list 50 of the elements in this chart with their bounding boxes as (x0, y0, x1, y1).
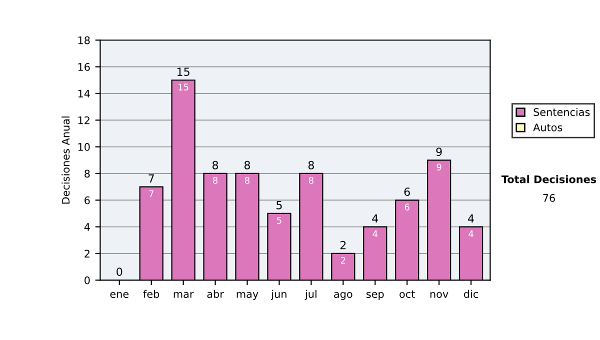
legend-label: Autos (533, 124, 562, 132)
y-tick-label: 14 (78, 90, 90, 98)
data-label: 6 (404, 204, 410, 210)
text: 76 (543, 194, 555, 202)
y-tick-label: 8 (84, 170, 90, 178)
x-tick-label: mar (174, 292, 194, 298)
total-label: 15 (177, 68, 190, 76)
x-tick-label: dic (464, 290, 478, 298)
data-label: 7 (149, 190, 154, 198)
total-label: 8 (244, 160, 250, 170)
text: Total Decisiones (501, 175, 596, 184)
total-label: 8 (308, 160, 314, 170)
x-tick-label: feb (143, 290, 160, 298)
total-label: 6 (404, 188, 410, 196)
y-tick-label: 10 (78, 143, 90, 151)
data-label: 5 (277, 217, 282, 224)
data-label: 8 (308, 176, 314, 184)
data-label: 4 (468, 230, 474, 238)
x-tick-label: abr (207, 290, 224, 298)
x-tick-label: ago (334, 292, 352, 300)
total-label: 4 (468, 214, 474, 223)
data-label: 15 (178, 84, 188, 90)
total-label: 8 (212, 160, 218, 170)
x-tick-label: may (236, 292, 258, 300)
y-tick-label: 0 (84, 276, 90, 284)
data-label: 8 (213, 176, 218, 184)
x-tick-label: ene (110, 292, 129, 298)
y-tick-label: 2 (84, 250, 90, 258)
total-label: 9 (436, 148, 442, 156)
total-label: 5 (276, 201, 282, 210)
y-tick-label: 16 (78, 63, 90, 71)
y-tick-label: 18 (78, 36, 90, 44)
x-tick-label: jun (270, 290, 286, 300)
data-label: 2 (340, 256, 346, 264)
total-label: 0 (116, 268, 122, 276)
data-label: 4 (372, 230, 378, 238)
x-tick-label: jul (304, 290, 316, 300)
total-label: 4 (372, 214, 378, 223)
x-tick-label: nov (430, 292, 448, 298)
y-tick-label: 12 (78, 116, 90, 124)
total-label: 2 (340, 240, 346, 250)
data-label: 9 (436, 164, 442, 170)
total-label: 7 (148, 174, 154, 182)
y-tick-label: 4 (84, 223, 90, 231)
legend-label: Sentencias (534, 108, 590, 116)
data-label: 8 (244, 176, 250, 184)
y-axis-title: Decisiones Anual (62, 116, 70, 204)
x-tick-label: oct (400, 290, 415, 298)
y-tick-label: 6 (84, 196, 90, 204)
x-tick-label: sep (366, 292, 384, 300)
